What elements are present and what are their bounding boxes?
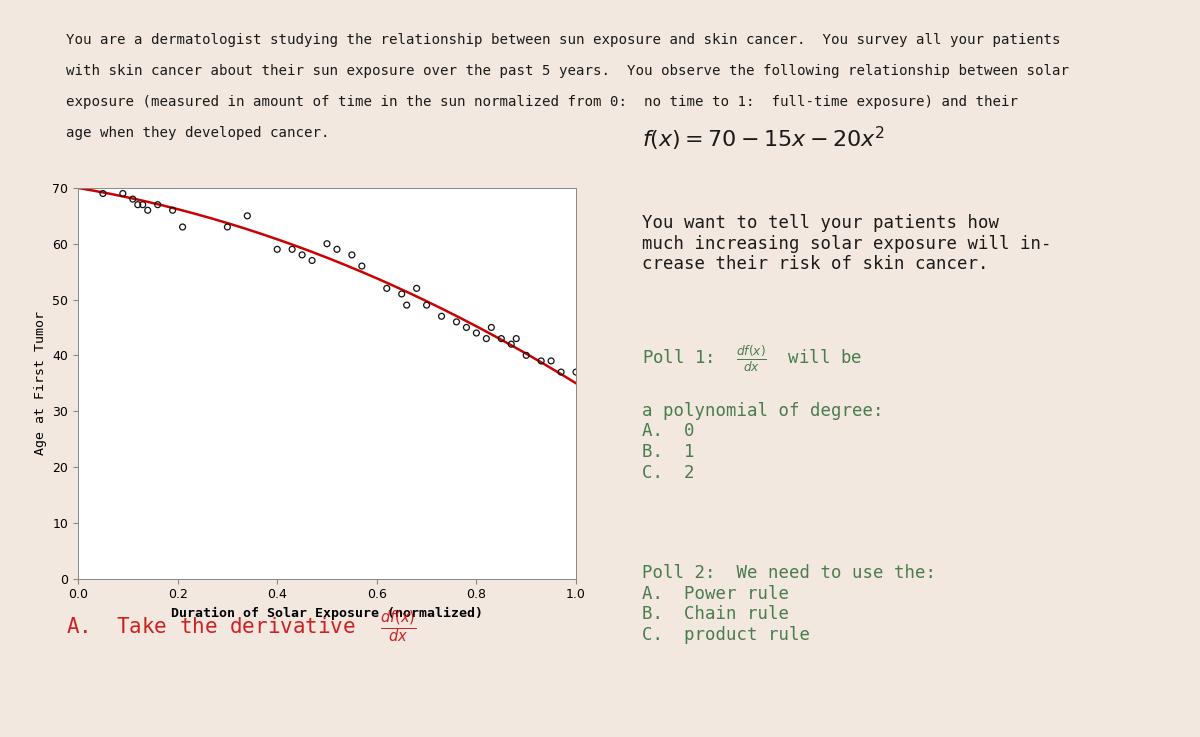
Point: [541, 355, 560, 367]
Point: [124, 193, 143, 205]
Point: [392, 288, 412, 300]
Text: age when they developed cancer.: age when they developed cancer.: [66, 126, 330, 140]
Point: [293, 249, 312, 261]
Text: a polynomial of degree:
A.  0
B.  1
C.  2: a polynomial of degree: A. 0 B. 1 C. 2: [642, 402, 883, 482]
Point: [446, 316, 466, 328]
Point: [481, 321, 500, 333]
Text: exposure (measured in amount of time in the sun normalized from 0:  no time to 1: exposure (measured in amount of time in …: [66, 95, 1018, 109]
Point: [418, 299, 437, 311]
Point: [397, 299, 416, 311]
Point: [432, 310, 451, 322]
Point: [133, 199, 152, 211]
Point: [476, 332, 496, 344]
Point: [163, 204, 182, 216]
Point: [492, 332, 511, 344]
Point: [282, 243, 301, 255]
Point: [328, 243, 347, 255]
Y-axis label: Age at First Tumor: Age at First Tumor: [34, 311, 47, 455]
Point: [94, 188, 113, 200]
Text: Poll 2:  We need to use the:
A.  Power rule
B.  Chain rule
C.  product rule: Poll 2: We need to use the: A. Power rul…: [642, 564, 936, 644]
Point: [218, 221, 238, 233]
Text: You are a dermatologist studying the relationship between sun exposure and skin : You are a dermatologist studying the rel…: [66, 33, 1061, 47]
Text: Poll 1:  $\frac{df(x)}{dx}$  will be: Poll 1: $\frac{df(x)}{dx}$ will be: [642, 343, 862, 374]
Point: [502, 338, 521, 350]
Text: A.  Take the derivative  $\frac{df(x)}{dx}$: A. Take the derivative $\frac{df(x)}{dx}…: [66, 608, 416, 645]
Point: [113, 188, 132, 200]
Text: with skin cancer about their sun exposure over the past 5 years.  You observe th: with skin cancer about their sun exposur…: [66, 64, 1069, 78]
Point: [377, 282, 396, 294]
Point: [302, 254, 322, 266]
Point: [268, 243, 287, 255]
Point: [552, 366, 571, 378]
Point: [128, 199, 148, 211]
Point: [532, 355, 551, 367]
Point: [457, 321, 476, 333]
Point: [517, 349, 536, 361]
Point: [506, 332, 526, 344]
Point: [173, 221, 192, 233]
Text: You want to tell your patients how
much increasing solar exposure will in-
creas: You want to tell your patients how much …: [642, 214, 1051, 273]
Point: [467, 327, 486, 339]
Point: [407, 282, 426, 294]
Point: [353, 260, 372, 272]
Text: $f(x) = 70 - 15x - 20x^2$: $f(x) = 70 - 15x - 20x^2$: [642, 125, 884, 153]
X-axis label: Duration of Solar Exposure (normalized): Duration of Solar Exposure (normalized): [172, 607, 482, 620]
Point: [566, 366, 586, 378]
Point: [342, 249, 361, 261]
Point: [238, 210, 257, 222]
Point: [138, 204, 157, 216]
Point: [148, 199, 167, 211]
Point: [317, 238, 336, 250]
